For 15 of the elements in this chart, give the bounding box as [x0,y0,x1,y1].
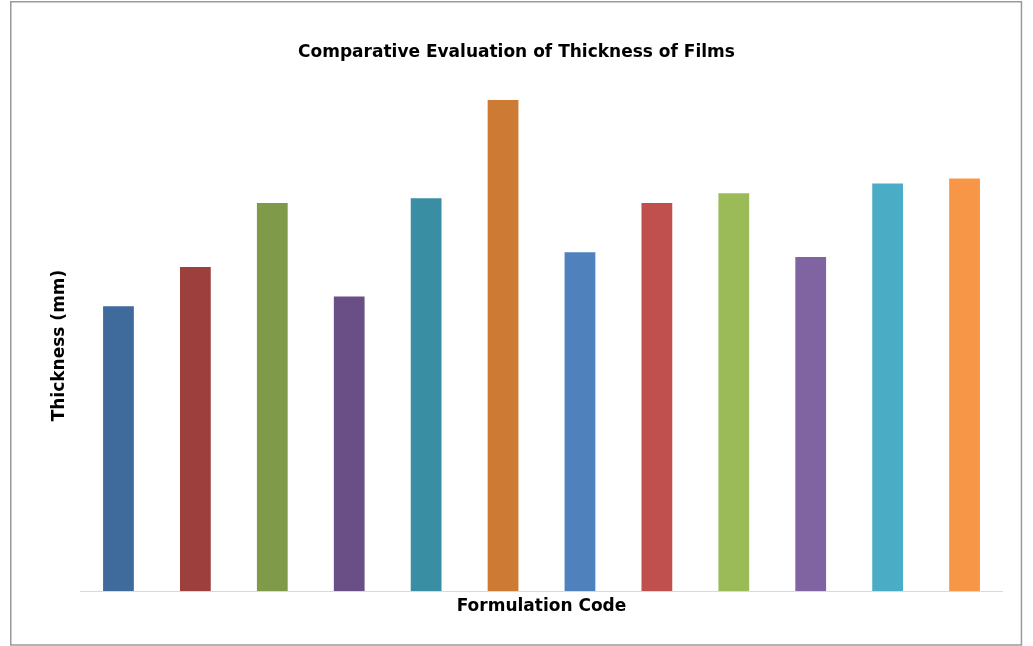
bar [487,100,519,591]
bar [795,257,827,591]
chart-title: Comparative Evaluation of Thickness of Films [298,41,735,62]
bar [872,183,904,591]
bar [179,266,211,591]
bar [410,198,442,591]
bar [256,203,288,591]
bar [103,306,134,591]
x-axis-title: Formulation Code [456,595,627,616]
bar [718,193,750,591]
bar [564,252,596,591]
bar [333,296,365,591]
y-axis-title: Thickness (mm) [47,269,68,422]
bar [949,178,980,591]
bar [641,203,673,591]
